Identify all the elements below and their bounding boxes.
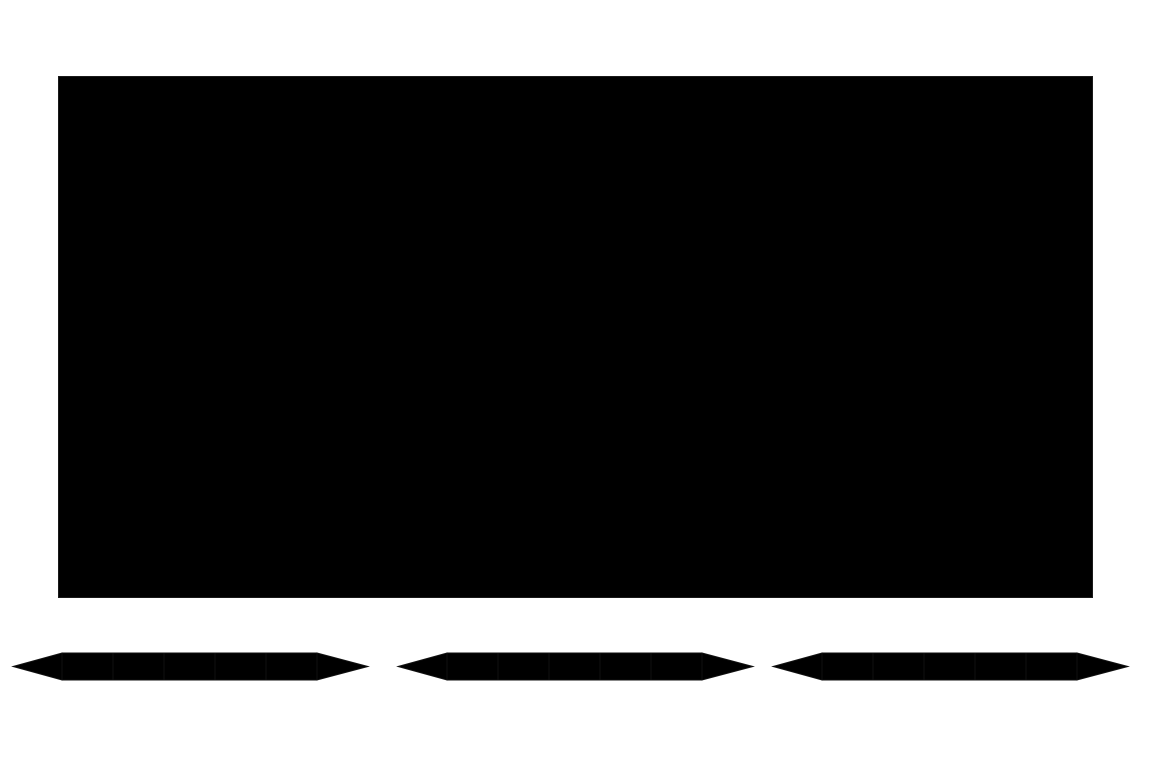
legend-band [1025,652,1078,681]
legend-band [163,652,216,681]
legend-right-arrow [1076,652,1130,681]
probability-map [58,76,1093,598]
legend-left-arrow [396,652,448,681]
legend-above-normal [770,652,1130,730]
shading-70-80-regions [978,76,1093,552]
legend-band [265,652,318,681]
legend-right-arrow [701,652,755,681]
legend-band [112,652,165,681]
shade-northeast-corner [978,76,1093,122]
legend-right-arrow [316,652,370,681]
map-canvas [58,76,1093,598]
coastlines [58,76,979,515]
shade-northwest-patch [58,94,95,138]
legend-band [214,652,267,681]
shade-southeast-blob [893,396,1093,598]
shade-southeast-core [1038,464,1093,552]
legend-near-normal [395,652,755,730]
legend-below-normal [10,652,370,730]
legend-left-arrow [11,652,63,681]
shade-northeast-band [713,76,1093,146]
legend-band [650,652,703,681]
legend-bar-above [771,652,1130,681]
legend-bar-near [396,652,755,681]
legend-bar-below [11,652,370,681]
legend-band [548,652,601,681]
legend-left-arrow [771,652,823,681]
legend-band [61,652,114,681]
legend-band [923,652,976,681]
eez-border-dashed [58,76,1093,598]
shading-80-90-regions [58,76,1093,598]
legend-band [974,652,1027,681]
legend-band [599,652,652,681]
legend-band [821,652,874,681]
legend-band [872,652,925,681]
legend-band [446,652,499,681]
legend-band [497,652,550,681]
